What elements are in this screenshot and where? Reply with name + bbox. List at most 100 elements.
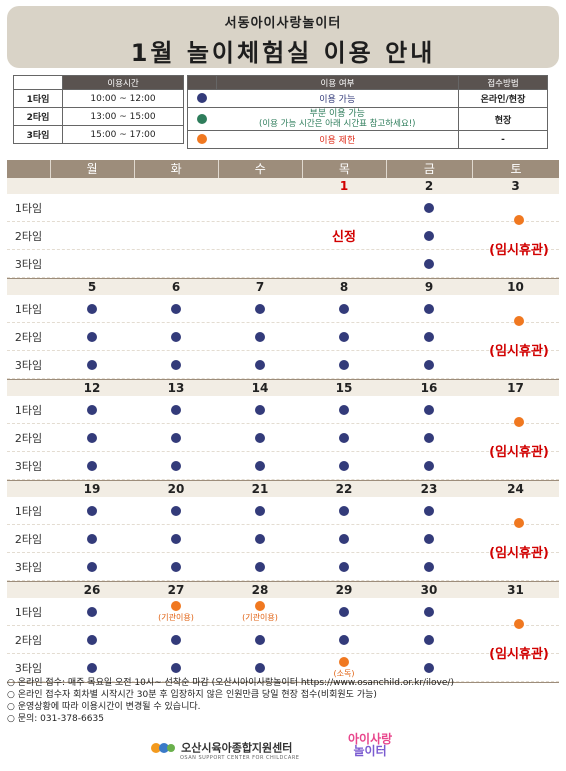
slot-row: 1타임 (7, 497, 559, 525)
available-dot-icon (255, 432, 265, 443)
center-logo-mark-icon (151, 742, 175, 753)
available-dot-icon (424, 202, 434, 213)
date-number: 10 (507, 280, 524, 294)
calendar-cell (218, 452, 302, 479)
cell-note: (기관이용) (158, 613, 194, 622)
holiday-label: 신정 (332, 230, 356, 245)
slot-row: 2타임 (7, 525, 559, 553)
weeks-container: 1 2 3 1타임 2타임 신정 3타임 (임시휴관) 5 6 7 8 9 10 1타임 2타임 3타임 (임시휴… (7, 178, 559, 683)
calendar-cell (386, 525, 472, 552)
available-dot-icon (87, 606, 97, 617)
slot-name: 3타임 (14, 560, 43, 574)
time-legend-table: 이용시간 1타임 10:00 ~ 12:00 2타임 13:00 ~ 15:00… (13, 75, 184, 144)
diagonal-corner-cell (13, 75, 63, 90)
available-dot-icon (424, 432, 434, 443)
calendar-cell (386, 626, 472, 653)
date-corner (7, 279, 50, 295)
date-row: 1 2 3 (7, 178, 559, 194)
legend-available-cell (187, 89, 217, 108)
date-number: 14 (251, 381, 269, 395)
calendar-cell (386, 654, 472, 681)
usage-legend-table: 이용 여부 접수방법 이용 가능 온라인/현장 부분 이용 가능 (이용 가능 … (187, 75, 548, 149)
slot-name: 2타임 (14, 431, 43, 445)
available-dot-icon (424, 662, 434, 673)
weekday-corner (7, 160, 51, 178)
cell-note: (기관이용) (242, 613, 278, 622)
available-dot-icon (171, 634, 181, 645)
available-dot-icon (255, 533, 265, 544)
slot-row: 1타임 (7, 295, 559, 323)
available-dot-icon (339, 634, 349, 645)
organization-name: 서동아이사랑놀이터 (224, 16, 342, 31)
slot-row: 3타임 (7, 452, 559, 480)
available-dot-icon (87, 331, 97, 342)
legend-partial-cell (187, 107, 217, 131)
available-dot-icon (255, 331, 265, 342)
calendar-week: 26 27 28 29 30 31 1타임 (기관이용) (기관이용) 2타임 3타임 (소독) (임시… (7, 582, 559, 683)
calendar-cell (218, 250, 302, 277)
weekday-tue: 화 (135, 160, 219, 178)
saturday-closed-label: (임시휴관) (489, 545, 549, 561)
calendar-cell (218, 194, 302, 221)
footer-notes: ○ 온라인 접수: 매주 목요일 오전 10시~ 선착순 마감 (오산시아이사랑… (7, 677, 559, 725)
calendar-cell (50, 323, 134, 350)
available-dot-icon (171, 533, 181, 544)
calendar-cell (134, 525, 218, 552)
date-number: 2 (424, 179, 434, 193)
restricted-dot-icon (514, 315, 524, 326)
date-number: 5 (87, 280, 97, 294)
available-dot-icon (424, 359, 434, 370)
available-dot-icon (255, 359, 265, 370)
date-number: 27 (167, 583, 185, 597)
cell-note: (소독) (333, 669, 355, 678)
saturday-closure: (임시휴관) (479, 295, 559, 379)
weekday-fri: 금 (387, 160, 473, 178)
calendar-cell (302, 626, 386, 653)
available-dot-icon (255, 460, 265, 471)
available-dot-icon (255, 634, 265, 645)
usage-header-spacer (187, 75, 217, 90)
calendar-cell (134, 323, 218, 350)
slot-name: 3타임 (14, 459, 43, 473)
calendar-cell (50, 654, 134, 681)
slot-name: 1타임 (14, 302, 43, 316)
slot-name: 1타임 (14, 201, 43, 215)
bullet-icon: ○ (7, 690, 18, 700)
calendar-cell: (기관이용) (134, 598, 218, 625)
weekday-wed: 수 (219, 160, 303, 178)
slot-1-label: 1타임 (13, 89, 63, 108)
footer-text: 온라인 접수: 매주 목요일 오전 10시~ 선착순 마감 (오산시아이사랑놀이… (17, 678, 454, 688)
slot-row: 3타임 (7, 553, 559, 581)
date-number: 21 (251, 482, 269, 496)
bullet-icon: ○ (7, 714, 18, 724)
calendar-cell (50, 222, 134, 249)
legend-partial-subtext: (이용 가능 시간은 아래 시간표 참고하세요!) (259, 119, 416, 129)
date-number: 3 (511, 179, 520, 193)
available-dot-icon (424, 303, 434, 314)
date-number: 22 (335, 482, 353, 496)
available-dot-icon (87, 404, 97, 415)
available-dot-icon (339, 505, 349, 516)
date-number: 9 (424, 280, 434, 294)
play-logo: 아이사랑 놀이터 (348, 733, 392, 757)
available-dot-icon (424, 404, 434, 415)
slot-name: 2타임 (14, 633, 43, 647)
slot-name: 3타임 (14, 257, 43, 271)
slot-row: 1타임 (7, 194, 559, 222)
slot-name: 2타임 (14, 330, 43, 344)
available-dot-icon (339, 303, 349, 314)
calendar-cell: (소독) (302, 654, 386, 681)
date-corner (7, 481, 50, 497)
calendar-cell (302, 250, 386, 277)
legend-restricted-text: 이용 제한 (216, 130, 459, 149)
available-dot-icon (171, 303, 181, 314)
available-dot-icon (171, 460, 181, 471)
calendar-cell (50, 497, 134, 524)
calendar: 월 화 수 목 금 토 1 2 3 1타임 2타임 신정 3타임 (임시휴관) 5 6 7 8 9 10 1… (7, 160, 559, 683)
calendar-cell (50, 525, 134, 552)
calendar-cell (50, 452, 134, 479)
calendar-cell (302, 424, 386, 451)
legend-available-method: 온라인/현장 (458, 89, 548, 108)
available-dot-icon (255, 561, 265, 572)
available-dot-icon (171, 404, 181, 415)
